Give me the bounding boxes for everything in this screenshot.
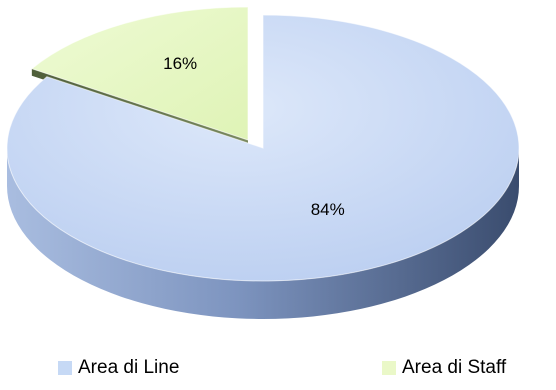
legend-swatch-staff [382, 361, 396, 375]
pie-slice-staff [30, 6, 249, 141]
data-label-line: 84% [311, 200, 345, 219]
pie-side-line [7, 148, 519, 319]
legend-item-line: Area di Line [58, 357, 179, 379]
pie-chart: 84% 16% [6, 6, 520, 319]
legend-item-staff: Area di Staff [382, 357, 506, 379]
pie-slice-line [6, 14, 520, 282]
legend-label-staff: Area di Staff [402, 357, 507, 378]
legend-label-line: Area di Line [78, 357, 180, 378]
data-label-staff: 16% [163, 54, 197, 73]
legend-swatch-line [58, 361, 72, 375]
